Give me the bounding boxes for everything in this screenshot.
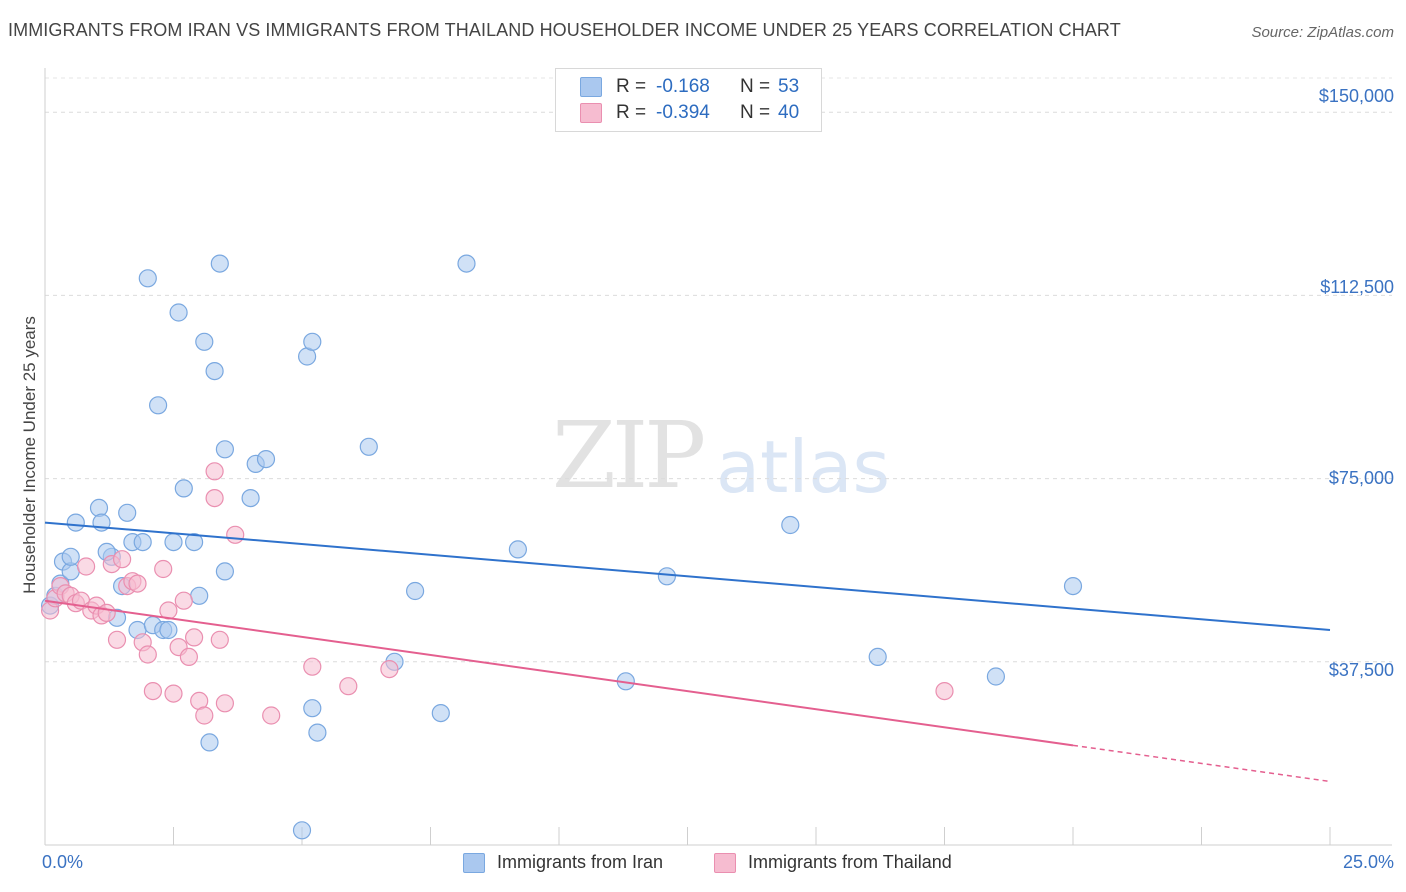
legend-r-label: R = bbox=[616, 102, 647, 123]
x-axis-max-label: 25.0% bbox=[1342, 852, 1394, 872]
thailand-point-32 bbox=[210, 630, 229, 649]
iran-point-42 bbox=[431, 703, 450, 723]
source-note: Source: ZipAtlas.com bbox=[1251, 24, 1394, 41]
y-tick-label-150000: $150,000 bbox=[1318, 86, 1394, 106]
iran-point-24 bbox=[190, 586, 209, 605]
watermark-zip: ZIP bbox=[552, 402, 706, 509]
iran-point-34 bbox=[292, 821, 312, 840]
thailand-point-30 bbox=[205, 462, 224, 481]
thailand-point-14 bbox=[112, 550, 132, 569]
iran-point-11 bbox=[118, 503, 137, 522]
thailand-point-11 bbox=[97, 603, 116, 623]
legend-n-label: N = bbox=[740, 102, 771, 123]
thailand-point-17 bbox=[128, 574, 147, 593]
iran-point-50 bbox=[1063, 576, 1083, 596]
thailand-point-38 bbox=[380, 659, 399, 679]
iran-point-25 bbox=[195, 332, 214, 351]
iran-point-31 bbox=[241, 489, 260, 508]
iran-point-5 bbox=[66, 513, 85, 532]
legend-n-value-thailand: 40 bbox=[778, 102, 800, 123]
iran-point-27 bbox=[205, 362, 224, 381]
iran-point-37 bbox=[303, 699, 322, 718]
iran-point-26 bbox=[200, 733, 219, 752]
iran-point-23 bbox=[185, 532, 204, 552]
series-legend-label-thailand: Immigrants from Thailand bbox=[748, 852, 952, 872]
series-legend-swatch-iran bbox=[463, 852, 485, 873]
watermark-atlas: atlas bbox=[716, 425, 890, 509]
legend-row-thailand: R = -0.394 N = 40 bbox=[580, 101, 799, 125]
thailand-point-25 bbox=[174, 591, 193, 610]
iran-point-19 bbox=[159, 620, 178, 640]
chart-title: IMMIGRANTS FROM IRAN VS IMMIGRANTS FROM … bbox=[8, 20, 1121, 40]
series-legend-iran: Immigrants from Iran bbox=[463, 852, 663, 873]
iran-point-47 bbox=[781, 515, 800, 535]
iran-point-28 bbox=[210, 254, 229, 273]
iran-point-39 bbox=[359, 437, 378, 456]
iran-point-17 bbox=[149, 396, 168, 415]
iran-point-49 bbox=[986, 667, 1006, 686]
thailand-point-21 bbox=[154, 559, 173, 579]
iran-point-20 bbox=[164, 532, 183, 552]
iran-point-46 bbox=[657, 567, 677, 586]
correlation-legend: R = -0.168 N = 53 R = -0.394 N = 40 bbox=[555, 68, 822, 132]
iran-point-48 bbox=[868, 647, 887, 667]
legend-n-value-iran: 53 bbox=[778, 76, 800, 97]
legend-swatch-thailand bbox=[580, 103, 602, 123]
iran-point-6 bbox=[89, 498, 109, 517]
series-legend-label-iran: Immigrants from Iran bbox=[497, 852, 664, 872]
iran-point-43 bbox=[457, 254, 476, 273]
legend-n-label: N = bbox=[740, 76, 771, 97]
series-legend-thailand: Immigrants from Thailand bbox=[714, 852, 952, 873]
thailand-point-29 bbox=[195, 706, 214, 725]
iran-point-22 bbox=[174, 479, 193, 498]
iran-point-38 bbox=[308, 723, 327, 742]
legend-r-label: R = bbox=[616, 76, 647, 97]
x-axis-min-label: 0.0% bbox=[42, 852, 84, 872]
series-legend-swatch-thailand bbox=[714, 852, 736, 873]
thailand-point-26 bbox=[179, 647, 198, 667]
iran-point-33 bbox=[256, 450, 276, 469]
thailand-point-35 bbox=[262, 706, 281, 725]
y-tick-label-75000: $75,000 bbox=[1328, 468, 1394, 488]
iran-trend-line bbox=[44, 521, 1331, 632]
iran-point-21 bbox=[169, 303, 188, 322]
thailand-point-13 bbox=[107, 630, 127, 649]
iran-point-14 bbox=[133, 532, 152, 552]
thailand-point-19 bbox=[138, 645, 157, 664]
thailand-point-31 bbox=[205, 489, 224, 508]
thailand-trend-line bbox=[44, 599, 1074, 747]
thailand-point-7 bbox=[76, 557, 96, 576]
thailand-point-27 bbox=[185, 628, 204, 647]
iran-point-41 bbox=[406, 581, 425, 601]
iran-point-15 bbox=[138, 269, 157, 288]
legend-row-iran: R = -0.168 N = 53 bbox=[580, 75, 799, 99]
thailand-point-36 bbox=[303, 657, 322, 676]
thailand-point-20 bbox=[143, 681, 162, 701]
thailand-point-33 bbox=[215, 694, 234, 713]
legend-r-value-thailand: -0.394 bbox=[656, 102, 710, 123]
iran-point-44 bbox=[508, 540, 528, 559]
thailand-point-23 bbox=[164, 684, 183, 703]
y-tick-label-37500: $37,500 bbox=[1328, 660, 1394, 680]
legend-r-value-iran: -0.168 bbox=[656, 76, 710, 97]
thailand-point-37 bbox=[339, 677, 358, 696]
y-tick-label-112500: $112,500 bbox=[1320, 277, 1394, 297]
iran-point-29 bbox=[215, 440, 234, 459]
thailand-trend-line-extension bbox=[1072, 744, 1331, 783]
iran-point-30 bbox=[215, 562, 234, 581]
legend-swatch-iran bbox=[580, 77, 602, 97]
iran-point-36 bbox=[303, 332, 322, 351]
iran-point-51 bbox=[61, 547, 80, 566]
thailand-point-39 bbox=[935, 681, 954, 701]
thailand-point-34 bbox=[226, 525, 245, 544]
